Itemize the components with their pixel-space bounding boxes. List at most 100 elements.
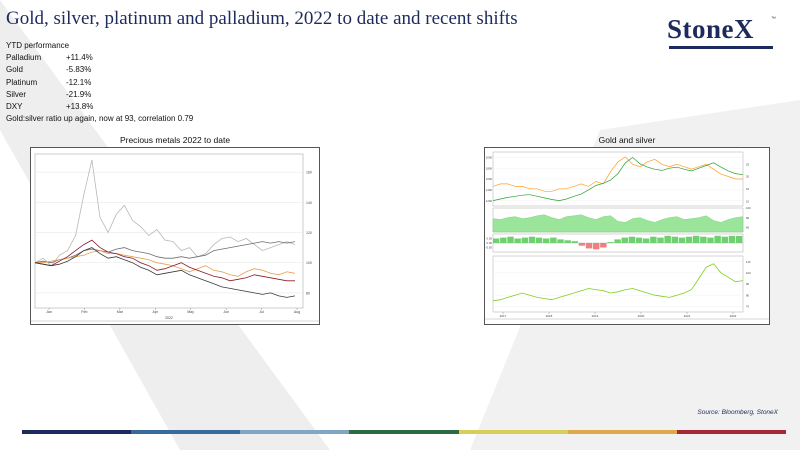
series-line xyxy=(35,250,296,277)
y-tick-label: 1200 xyxy=(486,199,493,203)
y-tick-label: 100 xyxy=(746,271,751,275)
correlation-bar xyxy=(493,238,500,243)
x-tick-label: 2019 xyxy=(592,314,599,318)
series-line xyxy=(34,241,296,264)
x-tick-label: 2021 xyxy=(684,314,691,318)
color-bar-segment xyxy=(349,430,459,434)
metal-name: Platinum xyxy=(6,77,38,87)
correlation-bar xyxy=(535,237,543,243)
y-tick-label: 100 xyxy=(306,261,312,265)
metal-value: -21.9% xyxy=(66,89,92,99)
correlation-bar xyxy=(600,243,607,248)
performance-row: Platinum -12.1% xyxy=(6,77,193,89)
metal-name: DXY xyxy=(6,102,23,112)
y-tick-label: 1400 xyxy=(486,188,493,192)
y-tick-label: 10 xyxy=(746,199,750,203)
x-tick-label: 2022 xyxy=(730,314,737,318)
y-tick-label: 70 xyxy=(746,305,750,309)
plot-area xyxy=(34,153,304,309)
y-tick-label: 80 xyxy=(306,291,310,295)
series-line xyxy=(492,263,744,302)
correlation-bar xyxy=(543,238,550,243)
x-tick-label: May xyxy=(187,310,194,314)
x-tick-label: Mar xyxy=(117,310,124,314)
stonex-logo: StoneX ™ xyxy=(667,14,776,49)
correlation-bar xyxy=(643,238,650,243)
y-tick-label: 1800 xyxy=(486,166,493,170)
correlation-bar xyxy=(678,237,686,243)
series-line xyxy=(34,247,296,298)
metal-name: Silver xyxy=(6,89,27,99)
slide-title: Gold, silver, platinum and palladium, 20… xyxy=(6,8,518,29)
correlation-bar xyxy=(528,236,536,243)
y-tick-label: 140 xyxy=(306,201,312,205)
series-line xyxy=(492,156,744,201)
correlation-bar xyxy=(685,236,693,243)
ratio-footnote: Gold:silver ratio up again, now at 93, c… xyxy=(6,114,194,124)
color-bar-segment xyxy=(131,430,241,434)
y-tick-label: 15 xyxy=(746,187,750,191)
correlation-bar xyxy=(593,243,600,250)
correlation-bar xyxy=(628,236,636,243)
correlation-bar xyxy=(607,242,614,243)
correlation-bar xyxy=(550,237,557,243)
metal-value: +13.8% xyxy=(66,102,94,112)
y-tick-label: 80 xyxy=(746,216,750,220)
metal-value: +11.4% xyxy=(66,53,93,63)
performance-row: Silver -21.9% xyxy=(6,89,193,101)
correlation-bar xyxy=(728,235,736,243)
y-tick-label: 160 xyxy=(306,171,312,175)
color-bar-segment xyxy=(240,430,350,434)
correlation-bar xyxy=(650,236,657,243)
x-tick-label: Jul xyxy=(259,310,264,314)
correlation-bar xyxy=(714,235,721,243)
correlation-bar xyxy=(585,243,593,249)
gold-silver-chart: 1200 1400 1600 1800 2000 10 15 20 25 60 80 100 0.50 0… xyxy=(484,147,770,325)
y-tick-label: 90 xyxy=(746,282,750,286)
correlation-bar xyxy=(671,236,678,243)
correlation-bar xyxy=(557,239,564,243)
y-tick-label: 1600 xyxy=(486,177,493,181)
color-bar-segment xyxy=(567,430,677,434)
y-tick-label: 80 xyxy=(746,293,750,297)
x-tick-label: Jun xyxy=(223,310,229,314)
y-tick-label: 0.50 xyxy=(487,237,493,241)
chart-title-gold-silver: Gold and silver xyxy=(598,135,656,145)
chart-title-precious-metals: Precious metals 2022 to date xyxy=(119,135,231,145)
logo-text: StoneX xyxy=(667,14,755,44)
metal-value: -5.83% xyxy=(66,65,92,75)
performance-row: DXY +13.8% xyxy=(6,101,193,113)
y-tick-label: 60 xyxy=(746,225,750,229)
x-tick-label: 2020 xyxy=(638,314,645,318)
x-tick-label: Apr xyxy=(153,310,159,314)
color-bar-segment xyxy=(676,430,786,434)
metal-name: Palladium xyxy=(6,53,42,63)
precious-metals-svg: 80 100 120 140 160 Jan Feb Mar Apr May Jun Jul Aug 20… xyxy=(31,153,319,322)
correlation-bar xyxy=(664,235,671,243)
precious-metals-chart: 80 100 120 140 160 Jan Feb Mar Apr May Jun Jul Aug 20… xyxy=(30,147,320,325)
ytd-performance-list: YTD performance Palladium +11.4% Gold -5… xyxy=(6,40,193,125)
metal-value: -12.1% xyxy=(66,77,92,87)
x-footer-label: 2022 xyxy=(165,316,173,320)
color-bar-segment xyxy=(22,430,132,434)
correlation-bar xyxy=(507,236,514,243)
x-tick-label: Jan xyxy=(46,310,52,314)
gold-silver-svg: 1200 1400 1600 1800 2000 10 15 20 25 60 80 100 0.500… xyxy=(485,151,769,320)
correlation-bar xyxy=(571,241,578,243)
correlation-bar xyxy=(721,236,728,243)
correlation-bar xyxy=(614,239,621,243)
performance-row: Palladium +11.4% xyxy=(6,52,193,64)
series-line xyxy=(34,159,296,267)
correlation-bar xyxy=(564,240,571,243)
ratio-area xyxy=(492,214,744,233)
correlation-bar xyxy=(700,236,707,243)
correlation-bar xyxy=(514,238,521,243)
x-tick-label: Aug xyxy=(294,310,300,314)
correlation-bar xyxy=(621,237,628,243)
footer-color-bar xyxy=(22,430,786,434)
performance-header: YTD performance xyxy=(6,41,70,50)
y-tick-label: 20 xyxy=(746,175,750,179)
correlation-bar xyxy=(735,235,743,243)
correlation-bar xyxy=(657,237,664,243)
series-line xyxy=(34,239,295,282)
